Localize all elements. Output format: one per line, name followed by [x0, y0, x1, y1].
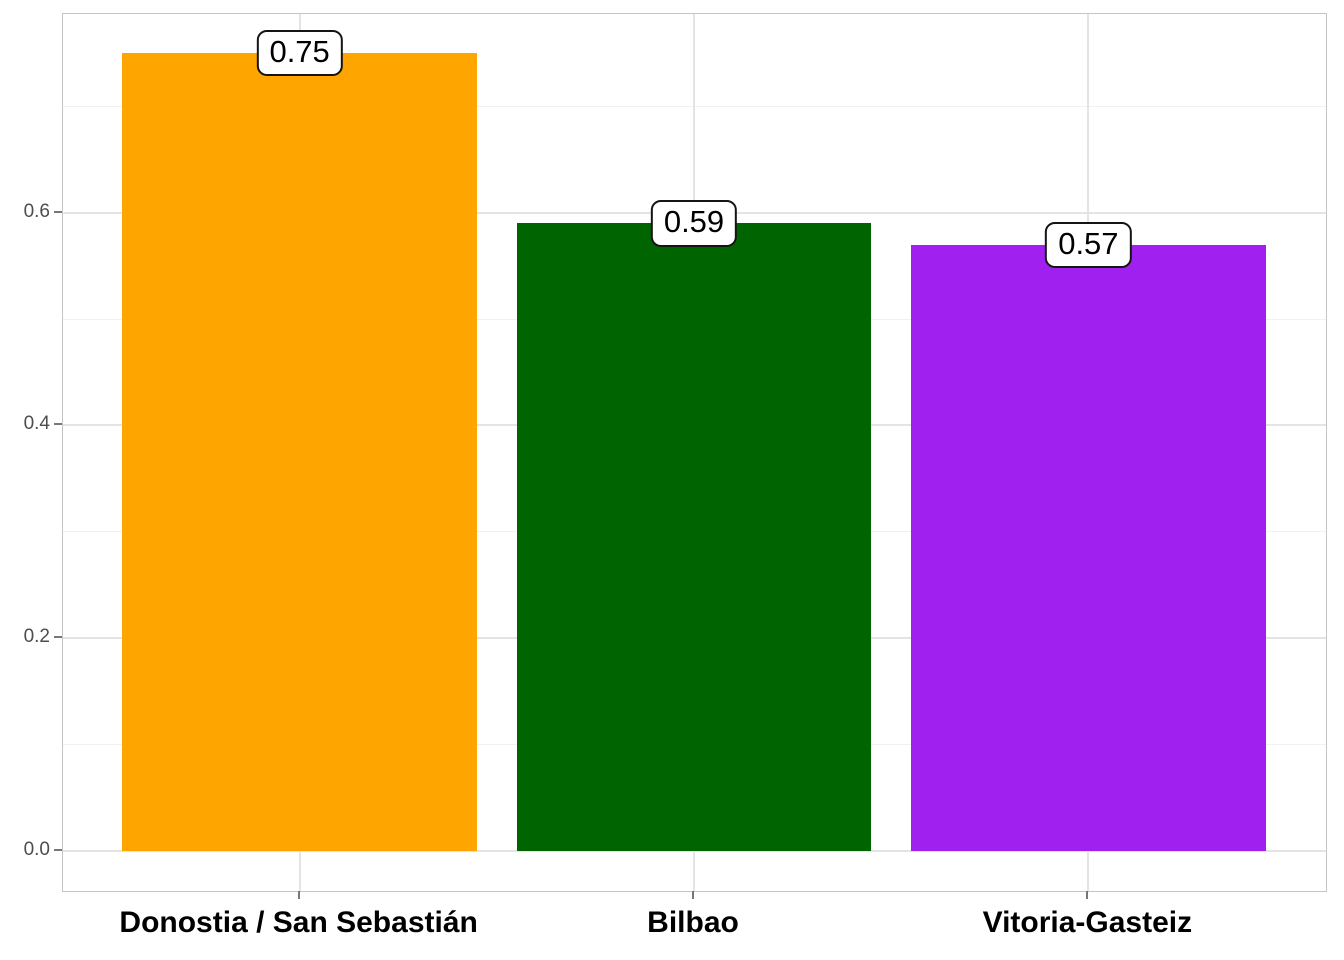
x-axis-tick-2 — [1086, 891, 1089, 899]
x-axis-label-1: Bilbao — [647, 906, 739, 939]
y-axis-tick-label-1: 0.2 — [23, 626, 50, 648]
bar-2 — [910, 244, 1266, 851]
bar-value-label-1: 0.59 — [650, 200, 738, 247]
y-axis-tick-label-2: 0.4 — [23, 413, 50, 435]
bar-0 — [122, 53, 478, 851]
x-axis-label-0: Donostia / San Sebastián — [119, 906, 478, 939]
bar-1 — [516, 223, 872, 851]
y-axis-tick-0 — [54, 848, 62, 851]
y-axis-tick-1 — [54, 636, 62, 639]
y-axis-tick-label-3: 0.6 — [23, 200, 50, 222]
bar-value-label-2: 0.57 — [1045, 221, 1132, 268]
plot-panel: 0.75 0.59 0.57 — [62, 13, 1327, 892]
y-axis-tick-3 — [54, 210, 62, 213]
x-axis-tick-1 — [692, 891, 694, 899]
bar-value-label-0: 0.75 — [256, 30, 343, 77]
x-axis-label-2: Vitoria-Gasteiz — [982, 906, 1193, 939]
x-axis-tick-0 — [297, 891, 300, 899]
y-axis-tick-label-0: 0.0 — [23, 838, 50, 860]
y-axis-tick-2 — [54, 423, 62, 426]
